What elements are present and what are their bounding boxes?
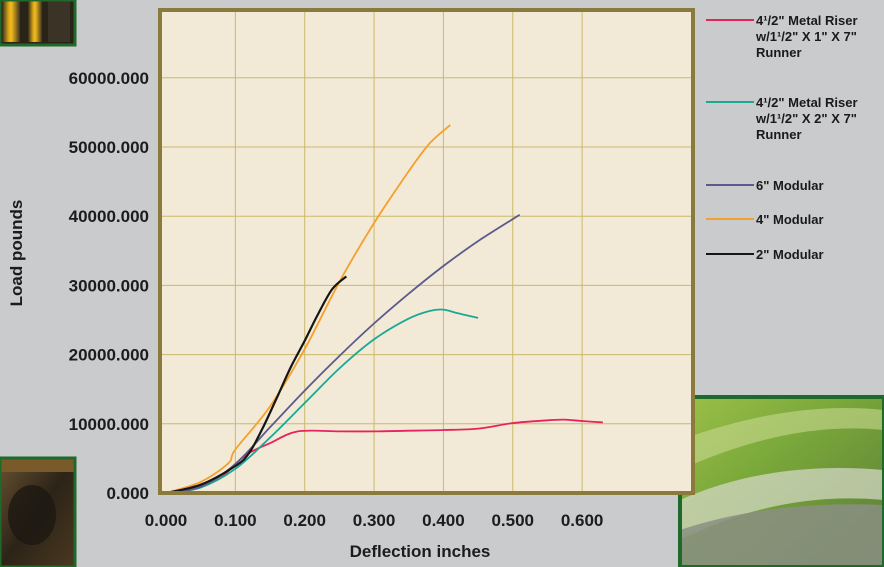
y-tick-label: 60000.000 xyxy=(69,69,149,88)
legend-label-2: w/1¹/2" X 2" X 7" xyxy=(755,111,857,126)
legend-label-5: 2" Modular xyxy=(756,247,824,262)
y-tick-label: 40000.000 xyxy=(69,207,149,226)
x-tick-label: 0.600 xyxy=(561,511,604,530)
legend-label-2: Runner xyxy=(756,127,802,142)
x-tick-labels: 0.000 0.100 0.200 0.300 0.400 0.500 0.600 xyxy=(145,511,604,530)
plot-area xyxy=(160,10,693,493)
y-tick-label: 50000.000 xyxy=(69,138,149,157)
series-line-5 xyxy=(165,275,348,495)
y-tick-label: 20000.000 xyxy=(69,346,149,365)
x-tick-label: 0.200 xyxy=(283,511,326,530)
series-line-4 xyxy=(165,124,451,494)
series-line-2 xyxy=(165,308,479,494)
plot-frame xyxy=(158,8,695,495)
series-layer xyxy=(165,124,603,495)
grid-lines xyxy=(162,12,691,491)
y-tick-label: 30000.000 xyxy=(69,276,149,295)
y-tick-labels: 0.000 10000.000 20000.000 30000.000 40000.00… xyxy=(69,69,149,503)
legend-label-1: 4¹/2" Metal Riser xyxy=(756,13,858,28)
x-axis-label: Deflection inches xyxy=(350,542,491,561)
top-left-photo xyxy=(0,0,77,47)
legend-label-2: 4¹/2" Metal Riser xyxy=(756,95,858,110)
bottom-left-photo xyxy=(0,456,77,567)
legend-label-4: 4" Modular xyxy=(756,212,824,227)
y-tick-label: 10000.000 xyxy=(69,415,149,434)
y-tick-label: 0.000 xyxy=(106,484,149,503)
legend-label-1: Runner xyxy=(756,45,802,60)
legend-label-3: 6" Modular xyxy=(756,178,824,193)
legend-label-1: w/1¹/2" X 1" X 7" xyxy=(755,29,857,44)
bottom-right-photo xyxy=(678,395,884,567)
x-tick-label: 0.100 xyxy=(214,511,257,530)
x-tick-label: 0.400 xyxy=(422,511,465,530)
y-axis-label: Load pounds xyxy=(7,200,26,307)
x-tick-label: 0.000 xyxy=(145,511,188,530)
x-tick-label: 0.500 xyxy=(491,511,534,530)
x-tick-label: 0.300 xyxy=(353,511,396,530)
